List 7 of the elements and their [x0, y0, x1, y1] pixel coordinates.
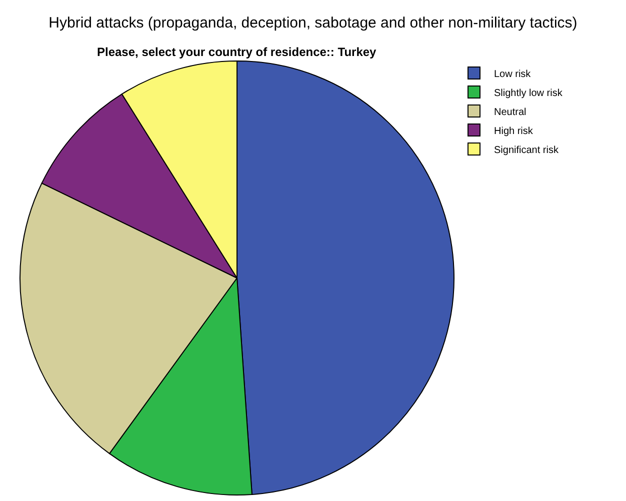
- legend-label: Slightly low risk: [494, 88, 564, 99]
- legend-label: Neutral: [494, 106, 526, 118]
- legend-label: High risk: [494, 126, 534, 137]
- legend-label: Significant risk: [494, 144, 560, 156]
- chart-title: Hybrid attacks (propaganda, deception, sabotage and other non-military tactics): [48, 14, 578, 32]
- chart-subtitle: Please, select your country of residence:: Turkey: [97, 45, 377, 59]
- legend-label: Low risk: [494, 68, 532, 80]
